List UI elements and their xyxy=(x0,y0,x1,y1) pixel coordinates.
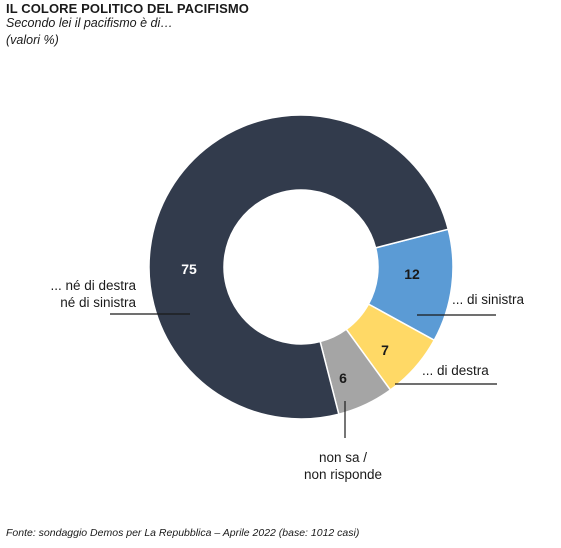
chart-subtitle: Secondo lei il pacifismo è di… xyxy=(6,16,173,30)
category-label-di-sinistra: ... di sinistra xyxy=(452,292,525,307)
value-label-di-sinistra: 12 xyxy=(404,266,420,282)
value-label-di-destra: 7 xyxy=(381,342,389,358)
category-label-non-sa: non sa / non risponde xyxy=(304,450,382,482)
category-label-ne-destra-ne-sinistra: ... né di destra né di sinistra xyxy=(50,278,136,310)
category-label-di-destra: ... di destra xyxy=(422,363,489,378)
source-note: Fonte: sondaggio Demos per La Repubblica… xyxy=(6,527,360,539)
chart-title: IL COLORE POLITICO DEL PACIFISMO xyxy=(6,1,249,16)
slice-ne-destra-ne-sinistra xyxy=(148,114,450,420)
value-label-ne-destra-ne-sinistra: 75 xyxy=(181,261,197,277)
chart-units: (valori %) xyxy=(6,33,59,47)
value-label-non-sa: 6 xyxy=(339,370,347,386)
